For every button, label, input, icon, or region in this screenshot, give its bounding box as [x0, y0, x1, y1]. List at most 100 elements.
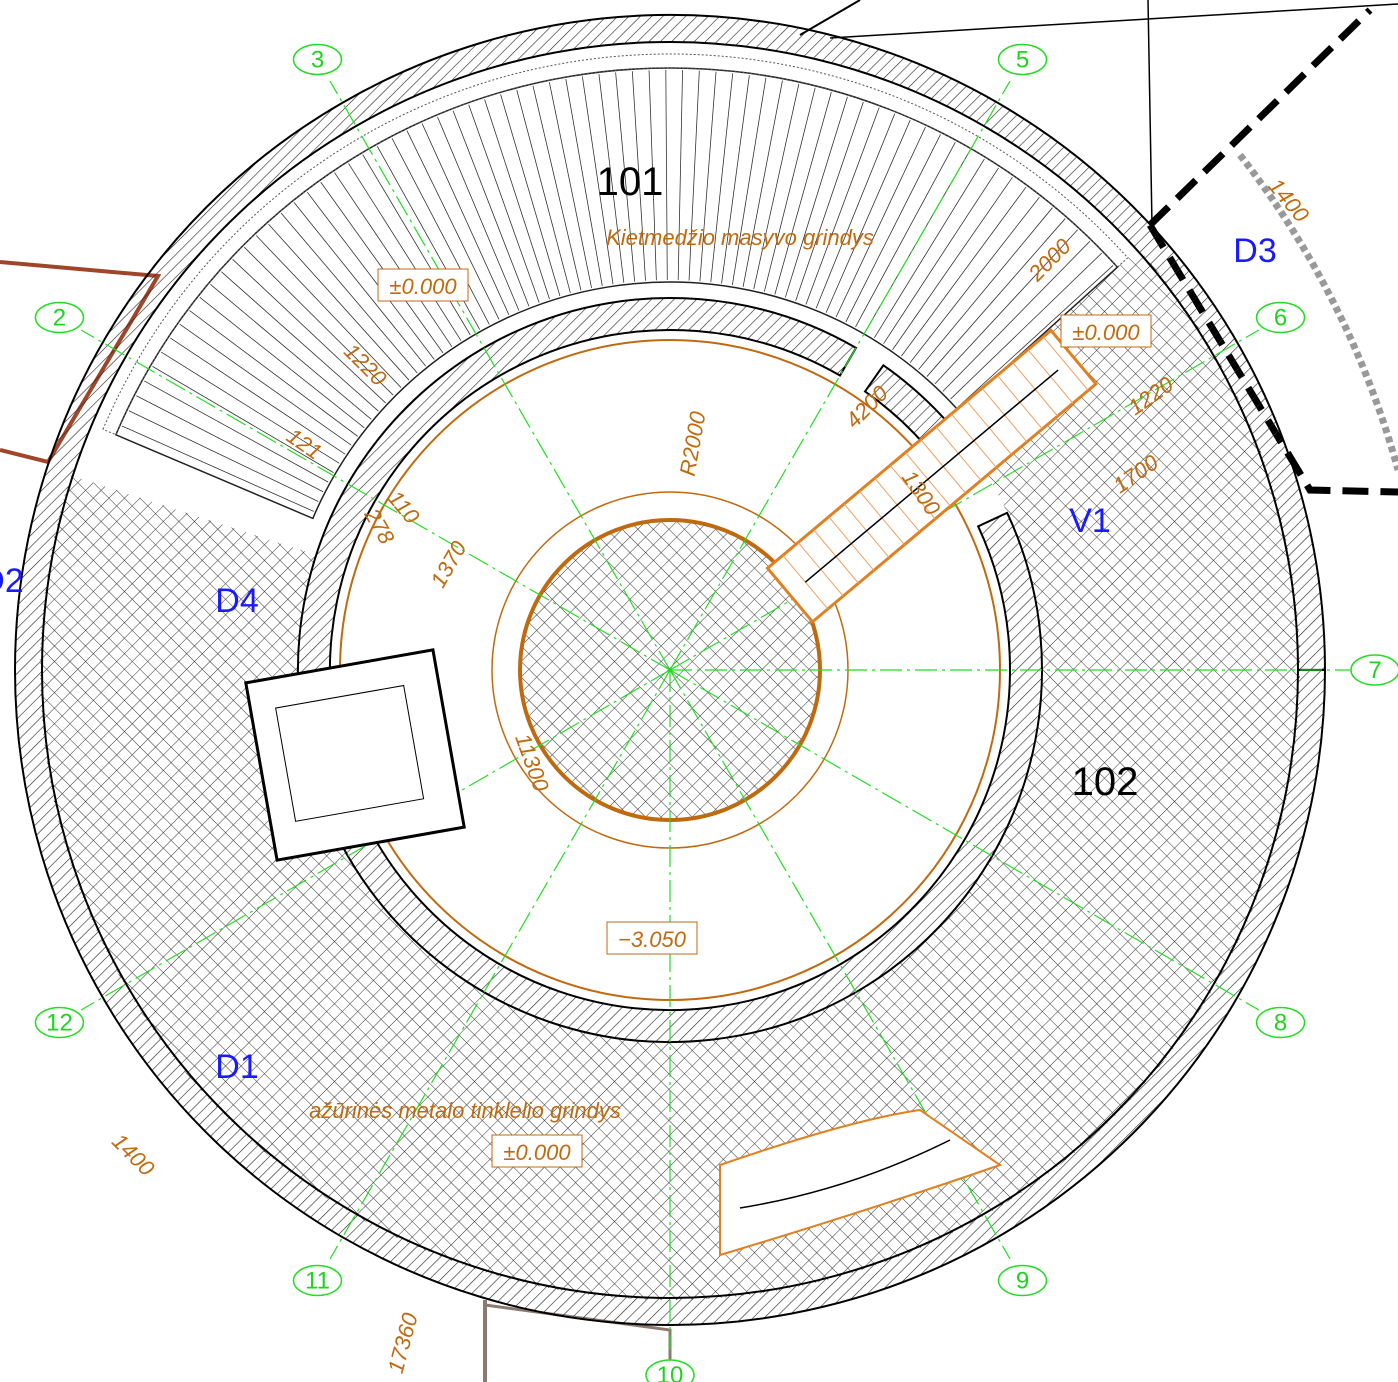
plank [255, 235, 402, 388]
plank [362, 154, 471, 336]
plank [121, 425, 314, 512]
plank [665, 70, 668, 281]
axis-label: 3 [311, 46, 324, 73]
plank [901, 186, 1027, 357]
stair-arrow [804, 369, 1059, 583]
axis-bubble [997, 1264, 1048, 1297]
axis-bubble [34, 1006, 85, 1039]
dimension: 17360 [383, 1310, 423, 1376]
plank [631, 71, 646, 281]
opening-tag: D2 [0, 562, 24, 600]
plank [306, 191, 435, 360]
plank [199, 296, 365, 429]
plank [320, 181, 444, 354]
plank [874, 158, 985, 339]
axis-bubble [292, 1264, 343, 1297]
plank [189, 310, 358, 437]
axis-bubble [645, 1359, 695, 1382]
axis-label: 7 [1368, 657, 1381, 684]
plank [784, 96, 848, 298]
tread [782, 555, 829, 610]
plank [825, 120, 911, 313]
plank [391, 138, 490, 325]
axis-line [329, 669, 671, 1260]
plank [845, 134, 941, 323]
axis-label: 5 [1016, 46, 1029, 73]
level-mark: −3.050 [618, 927, 687, 952]
plank [243, 246, 394, 396]
plank [934, 229, 1078, 385]
metal-floor [40, 248, 1301, 1301]
opening-tag: V1 [1069, 502, 1111, 540]
room-number: 101 [597, 160, 664, 204]
room-number: 102 [1072, 760, 1139, 804]
axis-line [329, 80, 671, 671]
level-box [606, 921, 698, 955]
plank [179, 323, 352, 446]
dimension: 121 [282, 423, 326, 465]
level-mark: ±0.000 [389, 274, 457, 299]
plank [293, 202, 426, 367]
plank [742, 80, 783, 287]
plank [500, 94, 561, 296]
plank [815, 113, 896, 309]
plank [136, 395, 324, 493]
plank [565, 79, 603, 286]
plank [421, 123, 510, 315]
floor-type: ažūrinės metalo tinklelio grindys [309, 1098, 621, 1123]
curved-stair [719, 1108, 1003, 1257]
plank [731, 77, 767, 286]
lift-inner [275, 684, 425, 822]
axis-line [669, 669, 1260, 1011]
plan [14, 13, 1350, 1350]
plank [268, 223, 410, 381]
axis-line [80, 329, 671, 671]
plank [210, 284, 372, 420]
plank [334, 172, 453, 347]
axis-bubble [997, 43, 1048, 76]
plank [128, 410, 319, 502]
plank [892, 177, 1013, 350]
opening-tag: D4 [215, 582, 258, 620]
dimension: 1370 [425, 536, 472, 592]
wood-floor [114, 67, 1119, 520]
plank [805, 107, 880, 305]
level-box [491, 1134, 583, 1168]
plank [144, 380, 329, 483]
plank [721, 75, 750, 284]
axis-bubble [1255, 301, 1306, 334]
opening-tag: D1 [215, 1048, 258, 1086]
plank [598, 74, 625, 283]
plank [883, 167, 999, 344]
plank [710, 73, 734, 283]
plank [615, 72, 636, 282]
plank [221, 271, 379, 412]
dimension: 1400 [107, 1129, 160, 1182]
axis-line [669, 329, 1260, 671]
tread [1042, 336, 1089, 391]
axis-line [80, 669, 671, 1011]
plank [774, 91, 832, 295]
plank [950, 252, 1102, 400]
plank [376, 146, 481, 330]
plank [452, 110, 530, 307]
plank [926, 218, 1066, 377]
lift-box [244, 648, 466, 862]
plank [909, 196, 1040, 363]
plank [160, 351, 340, 464]
plank [648, 70, 657, 281]
axis-label: 6 [1274, 305, 1287, 332]
axis-label: 2 [53, 305, 66, 332]
plank [516, 89, 571, 294]
plank [942, 241, 1091, 392]
plank [855, 142, 956, 328]
opening-tag: D3 [1233, 232, 1276, 270]
plank [763, 87, 816, 292]
plank [795, 101, 864, 301]
plank [280, 212, 418, 374]
axis-label: 10 [657, 1362, 684, 1382]
plank [232, 258, 386, 404]
gravel-strip [102, 53, 1129, 436]
plank [957, 265, 1114, 408]
axis-label: 9 [1016, 1268, 1029, 1295]
